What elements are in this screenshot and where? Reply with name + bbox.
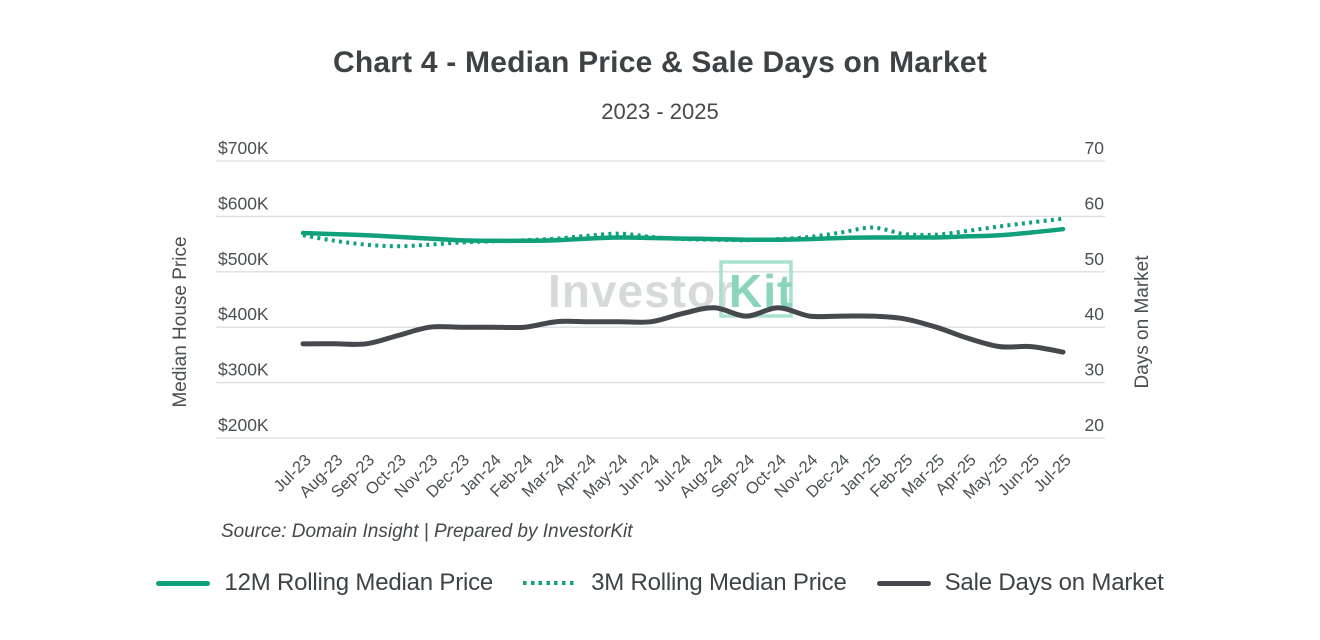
right-axis-tick-label: 70 [1085,138,1105,158]
legend-swatch-solid-line-icon [156,580,211,586]
legend: 12M Rolling Median Price 3M Rolling Medi… [0,569,1320,597]
legend-label-3m: 3M Rolling Median Price [591,569,847,596]
right-axis-tick-label: 50 [1085,249,1105,269]
left-axis-tick-label: $200K [218,415,269,435]
left-axis-tick-label: $400K [218,304,269,324]
legend-label-12m: 12M Rolling Median Price [224,569,494,596]
legend-item-12m-rolling-median: 12M Rolling Median Price [156,569,493,597]
right-axis-tick-label: 30 [1085,360,1105,380]
series-3m-median-line [302,216,1064,249]
legend-item-3m-rolling-median: 3M Rolling Median Price [523,569,847,597]
series-12m-median-line [300,226,1066,244]
series-sale-days-line [300,305,1066,355]
left-axis-tick-label: $300K [218,360,269,380]
legend-swatch-gray-line-icon [876,580,931,586]
right-axis-tick-label: 60 [1085,193,1105,213]
right-axis-tick-label: 40 [1085,304,1105,324]
chart-subtitle: 2023 - 2025 [601,99,719,124]
chart-title: Chart 4 - Median Price & Sale Days on Ma… [332,46,988,79]
legend-label-days: Sale Days on Market [944,569,1164,596]
legend-item-sale-days: Sale Days on Market [876,569,1164,597]
left-axis-tick-label: $500K [218,249,269,269]
right-axis-tick-label: 20 [1085,415,1105,435]
left-axis-tick-label: $600K [218,193,269,213]
left-axis-tick-label: $700K [218,138,269,158]
legend-swatch-dotted-line-icon [523,580,578,586]
source-note: Source: Domain Insight | Prepared by Inv… [221,521,633,542]
